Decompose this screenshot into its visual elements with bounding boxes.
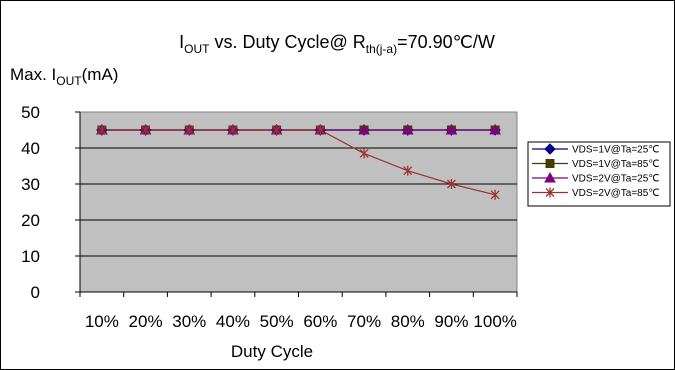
x-axis-label: Duty Cycle xyxy=(231,342,313,361)
data-point xyxy=(141,125,151,135)
data-point xyxy=(489,123,501,135)
x-axis-ticks: 10% 20% 30% 40% 50% 60% 70% 80% 90% 100% xyxy=(79,291,518,331)
x-tick-label: 40% xyxy=(216,312,250,331)
data-point xyxy=(445,123,458,135)
legend-marker xyxy=(545,159,555,168)
x-tick-label: 90% xyxy=(434,312,468,331)
plot-area xyxy=(79,111,518,293)
x-tick-label: 50% xyxy=(260,312,294,331)
legend-marker xyxy=(545,187,555,198)
y-axis-label: Max. IOUT(mA) xyxy=(10,65,118,88)
series-lines xyxy=(101,129,496,196)
data-point xyxy=(228,125,238,135)
data-point xyxy=(184,125,194,135)
y-tick-label: 40 xyxy=(21,139,40,158)
legend-label: VDS=1V@Ta=85℃ xyxy=(572,159,660,170)
y-tick-label: 0 xyxy=(31,283,40,302)
series-line xyxy=(101,129,496,196)
x-tick-label: 10% xyxy=(85,312,119,331)
data-point xyxy=(358,123,370,135)
y-tick-label: 50 xyxy=(21,103,40,122)
data-point xyxy=(401,123,414,135)
y-tick-label: 10 xyxy=(21,247,40,266)
x-tick-label: 70% xyxy=(347,312,381,331)
legend-label: VDS=2V@Ta=25℃ xyxy=(572,174,660,185)
y-tick-label: 30 xyxy=(21,175,40,194)
legend-label: VDS=2V@Ta=85℃ xyxy=(572,188,660,199)
series-markers xyxy=(96,123,501,200)
x-tick-label: 100% xyxy=(473,312,516,331)
data-point xyxy=(97,125,107,135)
legend-marker xyxy=(544,143,556,155)
data-point xyxy=(359,148,369,159)
chart-title: IOUT vs. Duty Cycle@ Rth(j-a)=70.90℃/W xyxy=(179,32,495,56)
x-tick-label: 60% xyxy=(303,312,337,331)
x-tick-label: 30% xyxy=(172,312,206,331)
legend: VDS=1V@Ta=25℃ VDS=1V@Ta=85℃ VDS=2V@Ta=25℃ V… xyxy=(532,143,660,199)
data-point xyxy=(446,179,456,189)
legend-marker xyxy=(544,171,556,183)
data-point xyxy=(315,125,325,135)
x-tick-label: 20% xyxy=(129,312,163,331)
y-axis-ticks: 0 10 20 30 40 50 xyxy=(21,103,81,302)
y-tick-label: 20 xyxy=(21,211,40,230)
legend-label: VDS=1V@Ta=25℃ xyxy=(572,145,660,156)
data-point xyxy=(490,189,500,200)
x-tick-label: 80% xyxy=(391,312,425,331)
data-point xyxy=(403,165,413,176)
gridlines xyxy=(80,147,517,257)
data-point xyxy=(272,125,282,135)
